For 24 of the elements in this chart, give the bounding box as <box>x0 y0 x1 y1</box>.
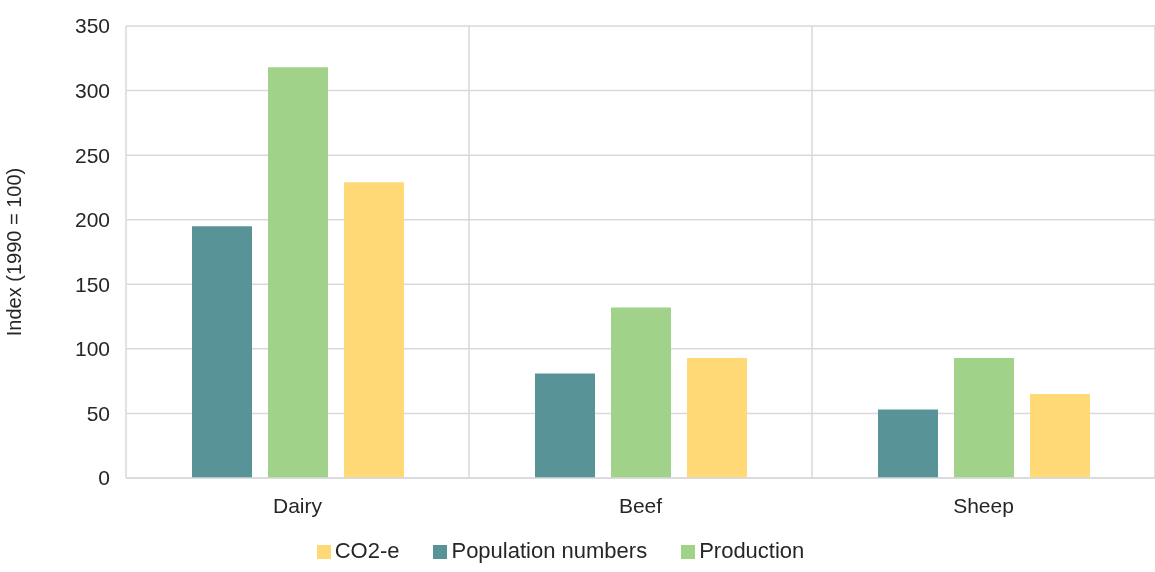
legend-label: Population numbers <box>451 538 648 563</box>
bar <box>878 409 938 478</box>
bar <box>611 307 671 478</box>
x-tick-label: Beef <box>618 493 663 517</box>
bar <box>344 182 404 478</box>
x-tick-label: Dairy <box>272 493 323 517</box>
y-tick-label: 300 <box>74 79 110 103</box>
bar <box>535 373 595 478</box>
bar <box>268 67 328 478</box>
y-tick-label: 150 <box>74 272 110 296</box>
y-tick-label: 0 <box>98 466 110 490</box>
legend-label: CO2-e <box>334 538 400 563</box>
y-tick-label: 50 <box>86 401 110 425</box>
legend-label: Production <box>699 538 805 563</box>
y-tick-label: 100 <box>74 337 110 361</box>
y-tick-label: 350 <box>74 14 110 38</box>
bar <box>1030 394 1090 478</box>
y-axis-title: Index (1990 = 100) <box>3 167 26 337</box>
y-tick-label: 250 <box>74 143 110 167</box>
bar <box>954 357 1014 478</box>
y-tick-label: 200 <box>74 208 110 232</box>
x-tick-label: Sheep <box>953 493 1014 517</box>
bar <box>192 226 252 478</box>
bar <box>687 357 747 478</box>
